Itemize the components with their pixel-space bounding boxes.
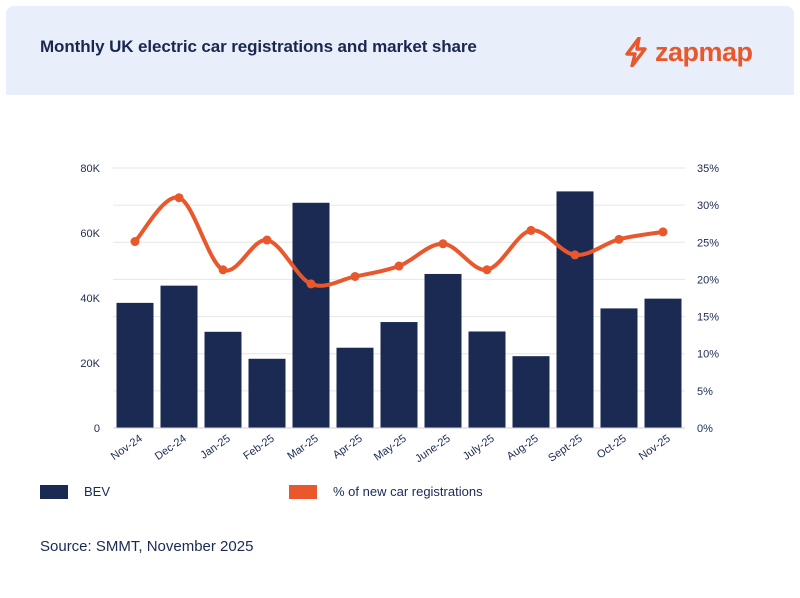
x-tick-label: June-25 [413,433,452,466]
x-tick-label: Sept-25 [546,433,584,465]
x-tick-label: Dec-24 [153,433,189,463]
y-right-tick-label: 10% [697,349,719,361]
point-share [262,235,272,245]
x-tick-label: Oct-25 [595,433,629,462]
x-tick-label: Nov-24 [109,433,145,463]
bar-bev [160,285,198,428]
bar-bev [336,347,374,428]
bar-bev [116,302,154,428]
y-right-tick-label: 15% [697,312,719,324]
x-tick-label: Apr-25 [331,433,365,462]
point-share [570,250,580,260]
x-tick-label: Aug-25 [505,433,541,463]
x-tick-label: May-25 [372,433,409,464]
point-share [306,279,316,289]
bar-bev [512,356,550,428]
legend-swatch-bev [40,484,68,499]
point-share [658,227,668,237]
y-right-tick-label: 35% [697,163,719,175]
zapmap-logo: zapmap [623,37,753,67]
x-tick-label: July-25 [461,433,497,463]
bar-bev [556,191,594,428]
chart-title: Monthly UK electric car registrations an… [40,37,477,56]
y-right-tick-label: 20% [697,274,719,286]
y-right-tick-label: 30% [697,200,719,212]
point-share [350,271,360,281]
point-share [526,225,536,235]
point-share [174,193,184,203]
bar-bev [204,331,242,428]
point-share [482,265,492,275]
point-share [614,234,624,244]
bar-bev [380,322,418,428]
point-share [438,239,448,249]
x-tick-label: Nov-25 [637,433,673,463]
legend-swatch-share [289,484,317,499]
y-left-tick-label: 40K [80,293,100,305]
bar-bev [468,331,506,428]
lightning-bolt-icon [625,37,647,67]
x-tick-label: Jan-25 [198,433,232,462]
bar-bev [248,358,286,428]
x-tick-label: Feb-25 [241,433,276,463]
point-share [218,265,228,275]
point-share [130,237,140,247]
bar-bev [292,202,330,428]
logo-text: zapmap [655,36,753,67]
bar-bev [644,298,682,428]
x-tick-label: Mar-25 [285,433,320,463]
y-left-tick-label: 80K [80,163,100,175]
y-right-tick-label: 0% [697,423,713,435]
bar-bev [424,273,462,428]
y-right-tick-label: 5% [697,386,713,398]
bar-bev [600,308,638,428]
legend-item-bev: BEV [40,484,110,499]
y-right-tick-label: 25% [697,237,719,249]
source-note: Source: SMMT, November 2025 [40,538,254,555]
y-left-tick-label: 60K [80,228,100,240]
y-left-tick-label: 0 [94,423,100,435]
legend-label-bev: BEV [84,484,111,499]
legend-item-share: % of new car registrations [289,484,483,499]
point-share [394,261,404,271]
y-left-tick-label: 20K [80,358,100,370]
legend-label-share: % of new car registrations [333,484,483,499]
header-banner: Monthly UK electric car registrations an… [6,6,794,95]
